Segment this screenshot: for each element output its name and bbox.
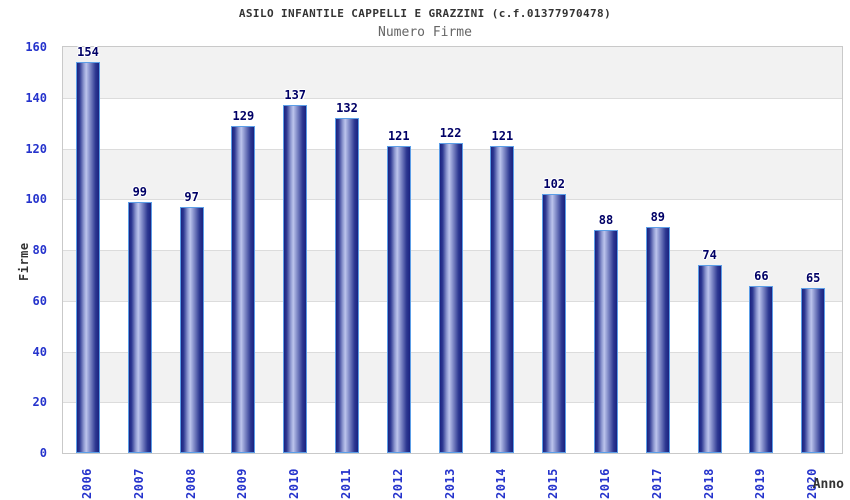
x-tick-label: 2007 bbox=[131, 468, 146, 499]
bar-value-label: 74 bbox=[702, 248, 717, 263]
y-tick-label: 20 bbox=[32, 395, 47, 410]
bar-2006[interactable] bbox=[76, 62, 100, 453]
bar-2013[interactable] bbox=[438, 143, 463, 453]
bar-2011[interactable] bbox=[335, 118, 359, 453]
y-tick-label: 60 bbox=[32, 293, 47, 308]
x-tick-label: 2009 bbox=[235, 468, 250, 499]
y-tick-label: 0 bbox=[39, 446, 47, 460]
bar-value-label: 154 bbox=[77, 45, 99, 60]
bar-2017[interactable] bbox=[645, 227, 670, 453]
bar-2016[interactable] bbox=[594, 229, 618, 453]
y-tick-label: 160 bbox=[25, 40, 47, 54]
x-tick-label: 2017 bbox=[649, 468, 664, 499]
gridline bbox=[63, 97, 842, 99]
x-tick-label: 2011 bbox=[339, 468, 353, 499]
x-tick-label: 2006 bbox=[80, 468, 94, 499]
x-axis-title: Anno bbox=[812, 477, 844, 492]
x-tick-label: 2010 bbox=[287, 468, 302, 499]
bar-value-label: 66 bbox=[754, 268, 769, 283]
grid-band bbox=[63, 98, 842, 149]
grid-band bbox=[63, 47, 842, 98]
chart-header: ASILO INFANTILE CAPPELLI E GRAZZINI (c.f… bbox=[0, 7, 850, 40]
y-tick-label: 120 bbox=[25, 141, 47, 156]
bar-value-label: 99 bbox=[132, 184, 148, 199]
bar-value-label: 121 bbox=[387, 128, 410, 143]
bar-2009[interactable] bbox=[231, 125, 256, 453]
bar-2014[interactable] bbox=[490, 145, 515, 453]
plot-area: 154 99 97 129 137 132 121 122 121 102 88 89 74 66 65 bbox=[62, 46, 843, 454]
bar-2020[interactable] bbox=[801, 288, 826, 453]
bar-value-label: 97 bbox=[184, 189, 199, 204]
x-tick-label: 2008 bbox=[183, 468, 198, 499]
x-tick-label: 2013 bbox=[442, 468, 457, 499]
x-axis-labels: 2006 2007 2008 2009 2010 2011 2012 2013 2014 2015… bbox=[62, 459, 850, 500]
bar-value-label: 89 bbox=[650, 210, 666, 225]
bar-value-label: 122 bbox=[439, 126, 462, 141]
y-tick-label: 100 bbox=[25, 192, 47, 207]
bar-2019[interactable] bbox=[749, 285, 774, 453]
bar-value-label: 65 bbox=[805, 271, 821, 286]
x-tick-label: 2015 bbox=[546, 468, 561, 499]
bar-2010[interactable] bbox=[283, 105, 308, 453]
bar-value-label: 88 bbox=[598, 212, 614, 227]
y-tick-label: 140 bbox=[25, 90, 47, 105]
x-tick-label: 2016 bbox=[598, 468, 612, 499]
y-axis-ticks: 0 20 40 60 80 100 120 140 160 bbox=[0, 41, 47, 459]
x-tick-label: 2014 bbox=[494, 468, 509, 499]
y-tick-label: 40 bbox=[32, 344, 47, 359]
bar-value-label: 121 bbox=[491, 128, 514, 143]
bar-2012[interactable] bbox=[386, 145, 411, 453]
chart-title: ASILO INFANTILE CAPPELLI E GRAZZINI (c.f… bbox=[238, 7, 612, 20]
x-tick-label: 2018 bbox=[701, 468, 716, 499]
bar-value-label: 137 bbox=[284, 88, 307, 103]
bar-value-label: 129 bbox=[232, 108, 255, 123]
chart-subtitle: Numero Firme bbox=[378, 25, 472, 40]
bar-value-label: 102 bbox=[543, 177, 566, 192]
bar-2008[interactable] bbox=[179, 206, 204, 453]
bar-2007[interactable] bbox=[127, 201, 152, 453]
bar-value-label: 132 bbox=[336, 101, 358, 116]
x-tick-label: 2012 bbox=[390, 468, 405, 499]
bar-2015[interactable] bbox=[542, 194, 567, 453]
bar-2018[interactable] bbox=[697, 265, 722, 453]
x-tick-label: 2019 bbox=[753, 468, 768, 499]
y-tick-label: 80 bbox=[32, 243, 47, 257]
